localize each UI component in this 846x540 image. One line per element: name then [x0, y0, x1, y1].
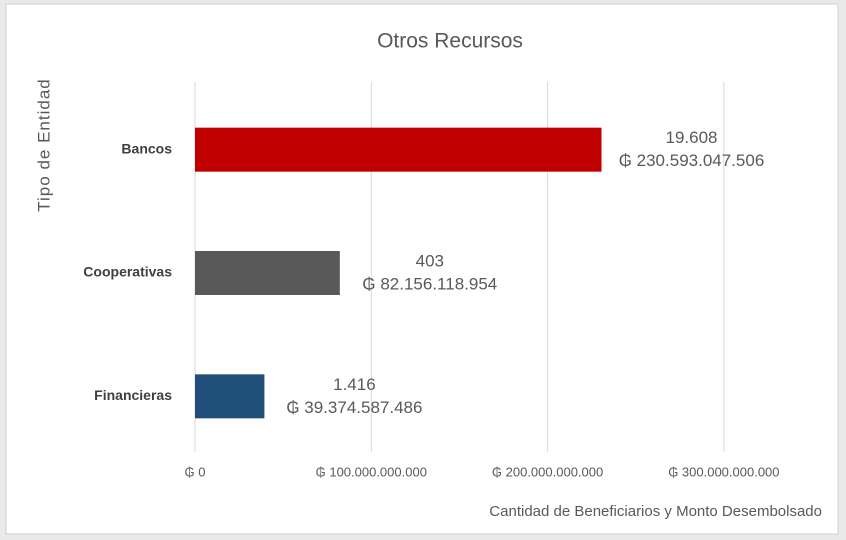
x-tick-label: ₲ 300.000.000.000 [668, 464, 779, 479]
y-tick-label: Bancos [121, 140, 172, 156]
y-tick-label: Financieras [94, 387, 172, 403]
value-label: ₲ 230.593.047.506 [619, 151, 765, 170]
value-label: ₲ 39.374.587.486 [286, 398, 422, 417]
chart-panel [5, 3, 839, 535]
y-tick-label: Cooperativas [83, 264, 172, 280]
x-tick-label: ₲ 100.000.000.000 [316, 464, 427, 479]
chart-title: Otros Recursos [377, 30, 523, 53]
count-label: 19.608 [666, 128, 718, 147]
bar [195, 127, 602, 172]
x-axis-title: Cantidad de Beneficiarios y Monto Desemb… [489, 503, 822, 520]
x-tick-label: ₲ 0 [185, 464, 206, 479]
count-label: 1.416 [333, 375, 376, 394]
count-label: 403 [416, 251, 444, 270]
x-tick-label: ₲ 200.000.000.000 [492, 464, 603, 479]
value-label: ₲ 82.156.118.954 [362, 274, 497, 293]
y-axis-title: Tipo de Entidad [34, 78, 53, 211]
bar [195, 251, 340, 295]
bar [195, 374, 265, 419]
